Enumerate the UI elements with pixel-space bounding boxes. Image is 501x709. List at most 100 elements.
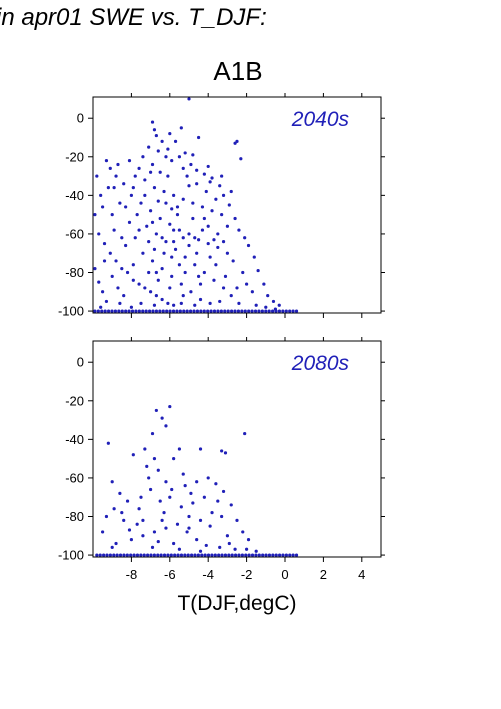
data-point — [150, 220, 155, 224]
data-point — [125, 553, 129, 557]
data-point — [98, 553, 102, 557]
data-point — [213, 553, 217, 557]
data-point — [156, 539, 160, 544]
data-point — [209, 309, 213, 313]
data-point — [102, 553, 106, 557]
data-point — [156, 553, 160, 557]
data-point — [195, 168, 199, 172]
data-point — [241, 530, 245, 534]
data-point — [210, 176, 214, 180]
data-point — [170, 274, 174, 278]
data-point — [147, 270, 151, 275]
data-point — [141, 309, 145, 313]
data-point — [236, 309, 241, 313]
data-point — [243, 431, 247, 436]
data-point — [181, 472, 185, 476]
data-point — [160, 267, 164, 271]
data-point — [170, 487, 174, 492]
data-point — [168, 132, 172, 136]
data-point — [240, 553, 244, 557]
data-point — [264, 553, 268, 557]
data-point — [271, 299, 276, 304]
data-point — [101, 290, 105, 294]
data-point — [218, 299, 222, 304]
data-point — [206, 309, 210, 313]
data-point — [158, 216, 162, 221]
data-point — [264, 309, 268, 313]
data-point — [110, 309, 114, 313]
data-point — [118, 553, 123, 557]
data-point — [220, 174, 224, 178]
data-point — [154, 309, 159, 313]
data-point — [267, 553, 272, 557]
data-point — [274, 309, 278, 313]
data-point — [127, 220, 132, 224]
data-point — [100, 309, 104, 313]
data-point — [250, 290, 254, 294]
data-point — [244, 553, 248, 557]
data-point — [206, 553, 211, 557]
data-point — [168, 404, 172, 409]
data-point — [198, 549, 203, 553]
data-point — [129, 553, 133, 557]
data-point — [221, 286, 226, 290]
data-point — [214, 197, 218, 201]
data-point — [152, 457, 157, 461]
data-point — [234, 553, 238, 557]
data-point — [102, 259, 107, 263]
data-point — [106, 186, 110, 190]
data-point — [104, 159, 109, 163]
data-point — [156, 199, 160, 203]
data-point — [124, 309, 128, 313]
data-point — [108, 251, 112, 255]
y-tick-label: -80 — [65, 265, 84, 280]
data-point — [152, 186, 157, 190]
data-point — [237, 228, 241, 232]
data-point — [169, 553, 173, 557]
data-point — [137, 507, 141, 511]
panel-label: 2080s — [291, 352, 350, 375]
figure-title: in apr01 SWE vs. T_DJF: — [0, 4, 267, 31]
data-point — [214, 482, 218, 486]
data-point — [179, 301, 183, 305]
data-point — [178, 309, 182, 313]
data-point — [216, 499, 220, 503]
data-point — [284, 309, 288, 313]
data-point — [210, 209, 214, 213]
data-point — [189, 162, 193, 167]
data-point — [227, 541, 231, 546]
data-point — [160, 518, 164, 522]
data-point — [150, 259, 155, 263]
data-point — [110, 274, 114, 278]
panel-2040s: 0 -20 -40 -60 -80 -100 2040s — [58, 93, 385, 319]
data-point — [104, 299, 109, 304]
data-point — [188, 309, 193, 313]
data-point — [101, 530, 105, 534]
data-point — [168, 222, 172, 226]
data-point — [185, 530, 189, 534]
data-point — [187, 232, 191, 236]
data-point — [240, 309, 244, 313]
data-point — [208, 255, 212, 259]
data-point — [133, 174, 137, 178]
data-point — [197, 238, 201, 242]
data-point — [168, 495, 172, 499]
data-point — [200, 205, 205, 209]
data-point — [154, 270, 158, 275]
data-point — [152, 128, 157, 132]
data-point — [260, 309, 264, 313]
data-point — [160, 297, 164, 302]
data-point — [281, 553, 285, 557]
data-point — [173, 247, 178, 251]
data-point — [221, 193, 226, 197]
data-point — [144, 309, 148, 313]
data-point — [281, 309, 285, 313]
x-tick-label: -6 — [164, 567, 176, 582]
data-point — [198, 297, 203, 302]
x-tick-label: -4 — [202, 567, 214, 582]
data-point — [125, 499, 130, 503]
data-point — [168, 309, 172, 313]
data-point — [93, 309, 97, 313]
data-point — [177, 447, 181, 451]
